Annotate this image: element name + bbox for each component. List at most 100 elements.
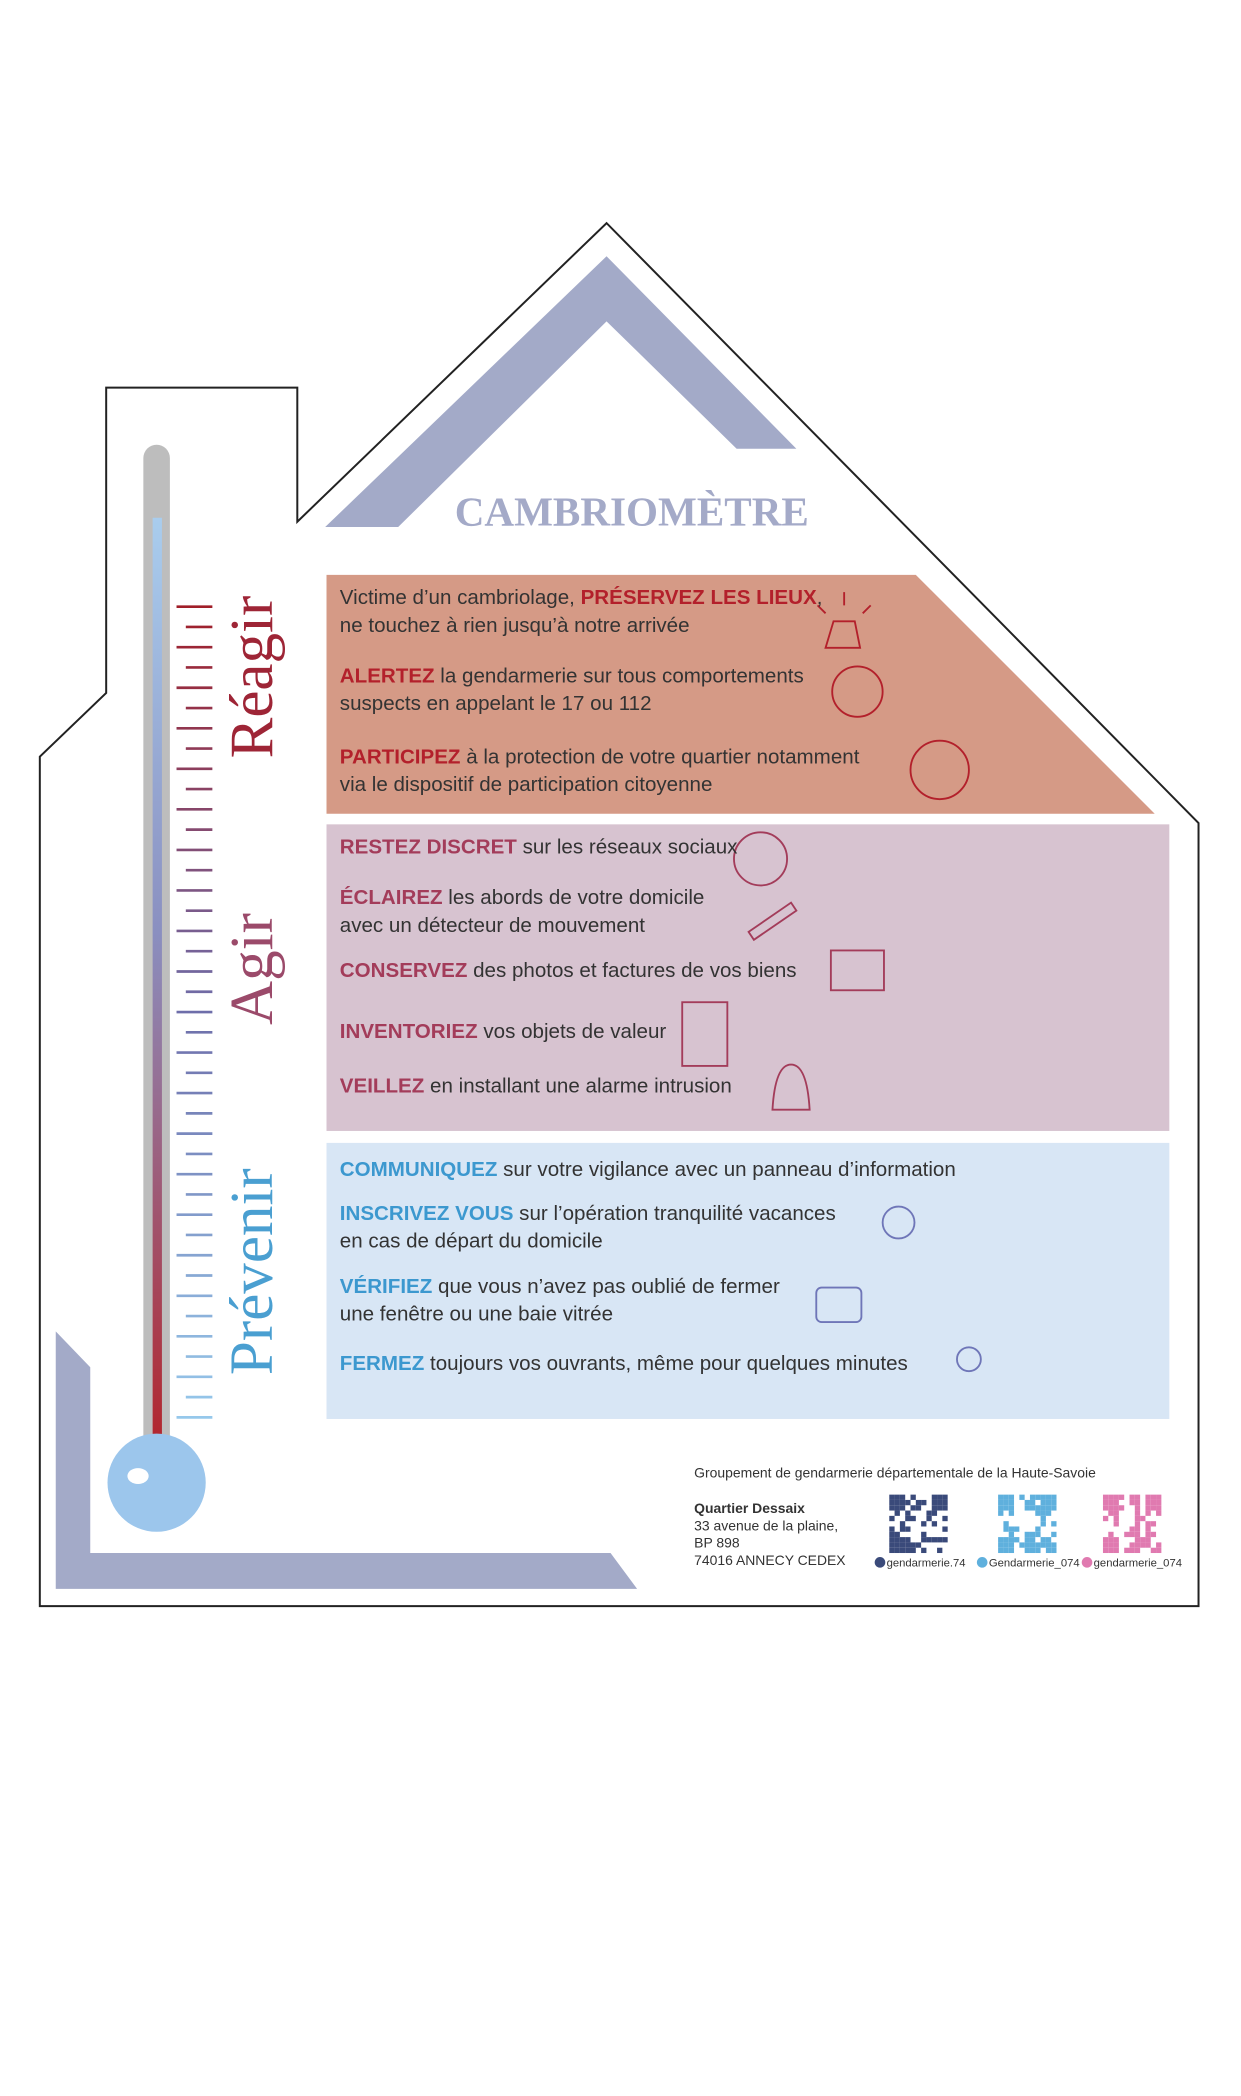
qr-cell bbox=[905, 1526, 911, 1532]
qr-cell bbox=[905, 1515, 911, 1522]
qr-cell bbox=[1145, 1531, 1151, 1538]
keyword: RESTEZ DISCRET bbox=[340, 836, 518, 859]
qr-cell bbox=[1045, 1494, 1052, 1500]
item-text: les abords de votre domicile bbox=[443, 886, 705, 909]
qr-cell bbox=[1051, 1547, 1057, 1554]
qr-cell bbox=[1145, 1505, 1151, 1511]
qr-cell bbox=[1040, 1494, 1046, 1500]
qr-cell bbox=[1156, 1542, 1162, 1548]
icon-bulb bbox=[881, 1205, 916, 1240]
qr-cell bbox=[1014, 1537, 1020, 1543]
qr-cell bbox=[1150, 1505, 1157, 1511]
keyword: INSCRIVEZ VOUS bbox=[340, 1202, 514, 1225]
item-text: Victime d’un cambriolage, bbox=[340, 586, 581, 609]
qr-cell bbox=[1129, 1547, 1135, 1554]
item-line: COMMUNIQUEZ sur votre vigilance avec un … bbox=[340, 1158, 956, 1181]
qr-cell bbox=[926, 1510, 932, 1516]
qr-cell bbox=[1118, 1505, 1125, 1511]
qr-cell bbox=[942, 1505, 948, 1511]
qr-cell bbox=[1045, 1547, 1052, 1554]
qr-cell bbox=[915, 1499, 922, 1506]
qr-cell bbox=[1024, 1547, 1030, 1554]
ticks bbox=[176, 605, 213, 1419]
qr-cell bbox=[1035, 1547, 1041, 1554]
qr-cell bbox=[894, 1542, 900, 1548]
qr-cell bbox=[1040, 1505, 1046, 1511]
item-text: en cas de départ du domicile bbox=[340, 1230, 603, 1253]
qr-cell bbox=[1040, 1499, 1046, 1506]
qr-cell bbox=[1134, 1505, 1141, 1511]
qr-cell bbox=[1108, 1494, 1114, 1500]
qr-cell bbox=[1134, 1521, 1141, 1527]
keyword: FERMEZ bbox=[340, 1352, 425, 1375]
qr-cell bbox=[1045, 1542, 1052, 1548]
qr-cell bbox=[1134, 1537, 1141, 1543]
social-handle: Gendarmerie_074 bbox=[989, 1557, 1080, 1569]
address-line: 74016 ANNECY CEDEX bbox=[694, 1552, 845, 1568]
social-handle: gendarmerie.74 bbox=[887, 1557, 966, 1569]
keyword: VEILLEZ bbox=[340, 1074, 425, 1097]
qr-cell bbox=[1108, 1510, 1114, 1516]
qr-cell bbox=[1102, 1537, 1109, 1543]
item-line: ne touchez à rien jusqu’à notre arrivée bbox=[340, 614, 690, 637]
qr-cell bbox=[899, 1526, 906, 1532]
item-line: VÉRIFIEZ que vous n’avez pas oublié de f… bbox=[340, 1275, 780, 1298]
keyword: ÉCLAIREZ bbox=[340, 886, 443, 909]
item-text: vos objets de valeur bbox=[478, 1020, 667, 1043]
qr-cell bbox=[921, 1521, 927, 1527]
qr-cell bbox=[931, 1499, 938, 1506]
qr-cell bbox=[1113, 1542, 1119, 1548]
social-icon bbox=[874, 1557, 886, 1568]
qr-cell bbox=[1003, 1537, 1009, 1543]
qr-cell bbox=[1113, 1537, 1119, 1543]
qr-cell bbox=[921, 1547, 927, 1554]
icon-torch bbox=[747, 901, 798, 942]
qr-cell bbox=[1019, 1494, 1025, 1500]
item-line: via le dispositif de participation citoy… bbox=[340, 773, 713, 796]
qr-cell bbox=[1051, 1505, 1057, 1511]
icons bbox=[815, 1205, 982, 1373]
keyword: INVENTORIEZ bbox=[340, 1020, 478, 1043]
qr-cell bbox=[998, 1499, 1004, 1506]
qr-cell bbox=[1150, 1547, 1157, 1554]
qr-cell bbox=[921, 1531, 927, 1538]
qr-cell bbox=[1051, 1521, 1057, 1527]
qr-cell bbox=[1113, 1494, 1119, 1500]
qr-cell bbox=[1156, 1499, 1162, 1506]
qr-cell bbox=[942, 1515, 948, 1522]
qr-cell bbox=[1102, 1505, 1109, 1511]
qr-cell bbox=[1113, 1547, 1119, 1554]
qr-cell bbox=[899, 1547, 906, 1554]
icon-bell bbox=[771, 1063, 811, 1111]
section-box bbox=[326, 824, 1170, 1131]
qr-cell bbox=[1003, 1547, 1009, 1554]
qr-cell bbox=[921, 1537, 927, 1543]
qr-cell bbox=[894, 1510, 900, 1516]
qr-cell bbox=[1129, 1494, 1135, 1500]
item-text: des photos et factures de vos biens bbox=[467, 959, 796, 982]
qr-cell bbox=[926, 1537, 932, 1543]
qr-cell bbox=[1035, 1510, 1041, 1516]
item-text: , bbox=[817, 586, 823, 609]
section-box bbox=[326, 574, 1155, 814]
qr-cell bbox=[1129, 1542, 1135, 1548]
qr-cell bbox=[1029, 1542, 1036, 1548]
qr-cell bbox=[931, 1510, 938, 1516]
qr-cell bbox=[1024, 1505, 1030, 1511]
item-text: en installant une alarme intrusion bbox=[424, 1074, 731, 1097]
item-line: avec un détecteur de mouvement bbox=[340, 914, 645, 937]
qr-cell bbox=[1108, 1537, 1114, 1543]
qr-cell bbox=[899, 1542, 906, 1548]
qr-cell bbox=[1134, 1531, 1141, 1538]
address-line: Quartier Dessaix bbox=[694, 1500, 805, 1516]
item-line: CONSERVEZ des photos et factures de vos … bbox=[340, 959, 797, 982]
organization: Groupement de gendarmerie départementale… bbox=[694, 1464, 1096, 1480]
qr-cell bbox=[1129, 1526, 1135, 1532]
qr-cell bbox=[1145, 1542, 1151, 1548]
qr-cell bbox=[1008, 1499, 1015, 1506]
qr-cell bbox=[921, 1499, 927, 1506]
qr-cell bbox=[1113, 1510, 1119, 1516]
bulb bbox=[107, 1433, 206, 1532]
item-text: sur votre vigilance avec un panneau d’in… bbox=[497, 1158, 955, 1181]
qr-cell bbox=[1029, 1494, 1036, 1500]
